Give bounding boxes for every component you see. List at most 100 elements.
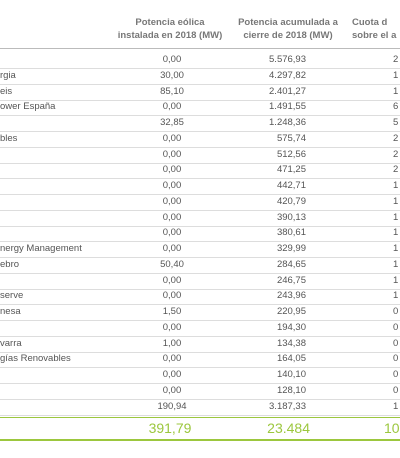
row-name: serve [0,290,24,302]
row-name: gías Renovables [0,353,71,365]
row-rule [0,351,400,353]
row-rule [0,304,400,306]
cell: 85,10 [160,85,184,97]
row-rule [0,131,400,132]
cell: 1 [393,258,399,270]
cell: 0 [393,306,399,317]
cell: 1 [393,85,399,97]
cell: 194,30 [276,321,306,333]
column-header: cierre de 2018 (MW) [243,30,333,41]
cell: 442,71 [276,180,306,191]
cell: 0,00 [162,353,182,365]
cell: 50,40 [160,258,184,270]
cell: 1.491,55 [269,101,306,113]
cell: 471,25 [276,164,306,176]
row-rule [0,146,400,148]
cell: 0 [393,369,399,380]
row-rule [0,272,400,274]
cell: 390,13 [276,211,306,223]
cell: 1 [393,227,399,239]
cell: 3.187,33 [269,400,306,412]
cell: 0,00 [162,369,182,380]
row-rule [0,414,400,416]
row-rule [0,257,400,258]
cell: 0 [393,337,399,349]
row-rule [0,209,400,211]
cell: 575,74 [276,132,306,144]
cell: 134,38 [276,337,306,349]
total-bottom-rule [0,439,400,442]
row-name: varra [0,337,22,349]
row-rule [0,320,400,321]
cell: 0,00 [162,148,182,160]
total-cell: 391,79 [148,420,192,437]
cell: 0,00 [162,321,182,333]
cell: 1 [393,400,399,412]
row-name: ower España [0,101,56,113]
total-cell: 23.484 [267,420,310,437]
cell: 420,79 [276,195,306,207]
cell: 0,00 [162,164,182,176]
cell: 1 [393,274,399,286]
cell: 0,00 [162,132,182,144]
row-rule [0,68,400,69]
cell: 380,61 [276,227,306,239]
row-name: ebro [0,258,20,270]
column-header: Cuota d [352,17,388,28]
cell: 5 [393,117,399,128]
row-rule [0,241,400,243]
row-rule [0,194,400,195]
cell: 220,95 [276,306,306,317]
cell: 243,96 [276,290,306,302]
cell: 6 [393,101,399,113]
row-rule [0,288,400,290]
row-rule [0,115,400,117]
row-name: bles [0,132,18,144]
cell: 1 [393,69,399,81]
row-rule [0,83,400,85]
column-header: instalada en 2018 (MW) [117,30,223,41]
cell: 0 [393,384,399,396]
row-rule [0,162,400,164]
row-rule [0,99,400,101]
cell: 2 [393,148,399,160]
header-rule [0,48,400,49]
row-name: eis [0,85,13,97]
cell: 0 [393,321,399,333]
column-header: sobre el a [352,30,397,41]
cell: 0,00 [162,211,182,223]
cell: 0,00 [162,290,182,302]
cell: 2.401,27 [269,85,306,97]
cell: 284,65 [276,258,306,270]
cell: 1 [393,211,399,223]
cell: 1 [393,180,399,191]
cell: 1 [393,290,399,302]
row-rule [0,335,400,337]
cell: 2 [393,54,399,65]
cell: 0,00 [162,274,182,286]
row-name: nesa [0,306,21,317]
cell: 0,00 [162,101,182,113]
row-name: nergy Management [0,243,82,254]
cell: 164,05 [276,353,306,365]
cell: 30,00 [160,69,184,81]
cell: 1.248,36 [269,117,306,128]
cell: 2 [393,164,399,176]
cell: 0,00 [162,195,182,207]
cell: 1 [393,243,399,254]
row-rule [0,398,400,400]
cell: 0,00 [162,180,182,191]
cell: 128,10 [276,384,306,396]
total-rule [0,417,400,419]
cell: 1,50 [162,306,182,317]
row-rule [0,178,400,180]
total-cell: 10 [384,420,400,437]
cell: 190,94 [157,400,187,412]
cell: 0,00 [162,384,182,396]
cell: 5.576,93 [269,54,306,65]
row-name: rgia [0,69,16,81]
row-rule [0,367,400,369]
cell: 512,56 [276,148,306,160]
column-header: Potencia eólica [135,17,205,28]
